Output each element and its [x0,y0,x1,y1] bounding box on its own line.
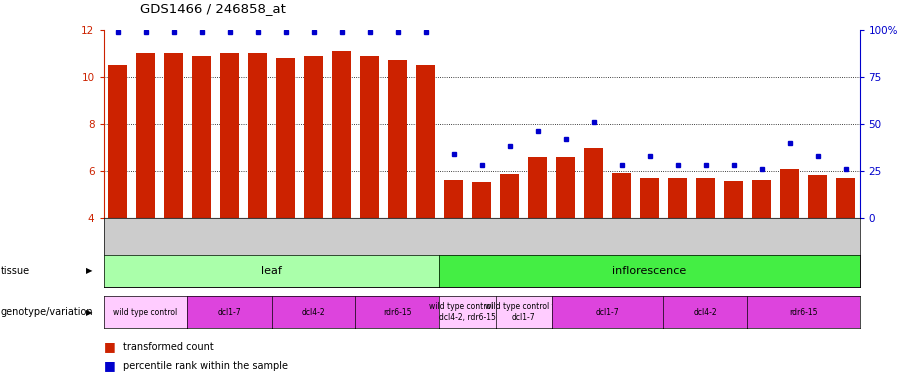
Bar [220,54,238,217]
Text: dcl1-7: dcl1-7 [596,308,619,316]
Bar [669,178,687,218]
Bar [556,157,574,218]
Bar [724,181,742,218]
Bar [389,60,407,217]
Bar [528,157,546,218]
Bar [697,178,715,218]
Bar [137,54,155,217]
Bar [836,178,855,218]
Bar [445,180,463,218]
Bar [276,58,294,217]
Text: dcl1-7: dcl1-7 [218,308,241,316]
Bar [248,54,266,217]
Bar [780,170,798,217]
Bar [193,56,211,217]
Bar [641,178,659,218]
Bar [417,65,435,218]
Bar [500,174,518,217]
Text: GDS1466 / 246858_at: GDS1466 / 246858_at [140,2,285,15]
Text: inflorescence: inflorescence [612,266,687,276]
Text: dcl4-2: dcl4-2 [302,308,325,316]
Text: ▶: ▶ [86,266,92,275]
Text: percentile rank within the sample: percentile rank within the sample [123,361,288,370]
Bar [752,180,770,218]
Bar [332,51,351,217]
Bar [165,54,183,217]
Bar [108,65,127,218]
Bar [612,173,631,217]
Bar [808,176,826,217]
Text: rdr6-15: rdr6-15 [789,308,818,316]
Text: leaf: leaf [261,266,282,276]
Text: dcl4-2: dcl4-2 [694,308,717,316]
Text: transformed count: transformed count [123,342,214,352]
Bar [472,182,490,218]
Text: wild type control for
dcl4-2, rdr6-15: wild type control for dcl4-2, rdr6-15 [429,303,506,322]
Bar [584,148,603,217]
Text: genotype/variation: genotype/variation [1,307,94,317]
Text: ■: ■ [104,340,115,353]
Text: rdr6-15: rdr6-15 [383,308,411,316]
Bar [360,56,379,217]
Text: ■: ■ [104,359,115,372]
Text: tissue: tissue [1,266,30,276]
Text: wild type control for
dcl1-7: wild type control for dcl1-7 [485,303,562,322]
Text: wild type control: wild type control [113,308,177,316]
Text: ▶: ▶ [86,308,92,316]
Bar [304,56,322,217]
